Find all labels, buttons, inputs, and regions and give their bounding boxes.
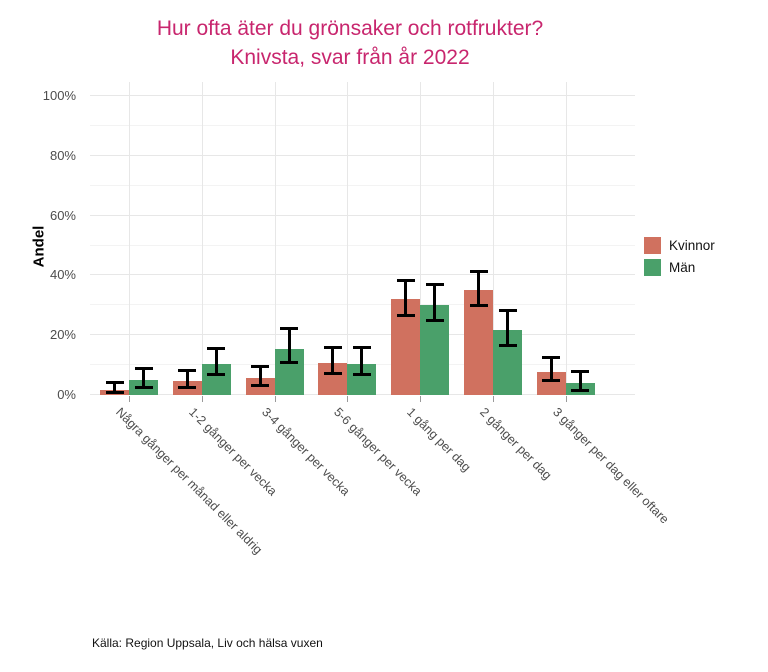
error-bar-cap bbox=[207, 346, 226, 350]
error-bar-stem bbox=[214, 348, 218, 375]
x-tick-mark bbox=[347, 396, 349, 402]
error-bar-cap bbox=[251, 365, 270, 369]
error-bar-cap bbox=[251, 383, 270, 387]
y-tick-label: 20% bbox=[49, 327, 76, 343]
error-bar-stem bbox=[404, 280, 408, 316]
x-tick-mark bbox=[274, 396, 276, 402]
bar-kvinnor-6 bbox=[536, 371, 566, 395]
error-bar-cap bbox=[207, 373, 226, 377]
error-bar-stem bbox=[360, 347, 364, 375]
gridline-major bbox=[90, 214, 635, 216]
error-bar-cap bbox=[105, 391, 124, 395]
error-bar-cap bbox=[396, 313, 415, 317]
error-bar-stem bbox=[578, 371, 582, 391]
x-tick-mark bbox=[493, 396, 494, 402]
x-tick-label: 1 gång per dag bbox=[404, 405, 474, 475]
error-bar-cap bbox=[178, 368, 197, 372]
legend-label-kvinnor: Kvinnor bbox=[669, 238, 715, 253]
legend-item-kvinnor: Kvinnor bbox=[644, 237, 715, 254]
gridline-minor bbox=[90, 304, 635, 306]
x-tick-label: 2 gånger per dag bbox=[477, 405, 555, 483]
error-bar-cap bbox=[280, 327, 299, 331]
error-bar-stem bbox=[506, 310, 509, 346]
error-bar-cap bbox=[469, 269, 488, 273]
y-tick-label: 0% bbox=[57, 387, 76, 402]
x-tick-label: 3 gånger per dag eller oftare bbox=[549, 405, 672, 527]
error-bar-cap bbox=[134, 385, 153, 389]
gridline-major bbox=[90, 154, 635, 156]
x-tick-mark bbox=[201, 396, 203, 402]
y-tick-label: 60% bbox=[49, 207, 76, 223]
error-bar-cap bbox=[134, 366, 153, 370]
x-axis: Några gånger per månad eller aldrig 1-2 g… bbox=[90, 395, 768, 645]
gridline-major bbox=[90, 334, 635, 336]
error-bar-cap bbox=[571, 369, 590, 373]
error-bar-stem bbox=[477, 271, 480, 306]
error-bar-stem bbox=[549, 357, 553, 381]
error-bar-cap bbox=[498, 343, 517, 347]
y-axis: 0% 20% 40% 60% 80% 100% bbox=[0, 82, 82, 402]
error-bar-cap bbox=[178, 386, 197, 390]
gridline-vertical bbox=[274, 82, 276, 395]
y-tick-label: 100% bbox=[42, 88, 76, 103]
legend-swatch-man bbox=[644, 259, 661, 276]
error-bar-cap bbox=[323, 346, 342, 350]
error-bar-stem bbox=[331, 347, 335, 374]
error-bar-stem bbox=[142, 368, 145, 388]
chart-title: Hur ofta äter du grönsaker och rotfrukte… bbox=[0, 14, 700, 72]
gridline-minor bbox=[90, 124, 635, 126]
error-bar-cap bbox=[498, 308, 517, 312]
gridline-vertical bbox=[201, 82, 203, 395]
error-bar-cap bbox=[542, 355, 561, 359]
error-bar-cap bbox=[425, 282, 444, 286]
gridline-vertical bbox=[493, 82, 494, 395]
chart-title-line2: Knivsta, svar från år 2022 bbox=[230, 46, 470, 69]
error-bar-cap bbox=[469, 303, 488, 307]
error-bar-cap bbox=[571, 389, 590, 393]
gridline-vertical bbox=[129, 82, 130, 395]
error-bar-cap bbox=[105, 380, 124, 384]
error-bar-cap bbox=[396, 278, 415, 282]
gridline-major bbox=[90, 95, 635, 96]
gridline-vertical bbox=[565, 82, 567, 395]
error-bar-cap bbox=[352, 345, 371, 349]
x-tick-mark bbox=[565, 396, 567, 402]
error-bar-cap bbox=[425, 318, 444, 322]
legend: Kvinnor Män bbox=[644, 237, 715, 281]
gridline-major bbox=[90, 274, 635, 276]
gridline-minor bbox=[90, 244, 635, 246]
legend-swatch-kvinnor bbox=[644, 237, 661, 254]
error-bar-stem bbox=[287, 328, 291, 363]
plot-panel bbox=[90, 82, 635, 395]
legend-item-man: Män bbox=[644, 259, 715, 276]
x-tick-mark bbox=[420, 396, 422, 402]
gridline-vertical bbox=[420, 82, 422, 395]
error-bar-stem bbox=[113, 382, 116, 393]
gridline-minor bbox=[90, 184, 635, 186]
bar-kvinnor-5 bbox=[464, 289, 493, 395]
chart-title-line1: Hur ofta äter du grönsaker och rotfrukte… bbox=[156, 17, 544, 40]
error-bar-stem bbox=[185, 370, 189, 388]
error-bar-cap bbox=[323, 371, 342, 375]
gridline-vertical bbox=[347, 82, 349, 395]
source-note: Källa: Region Uppsala, Liv och hälsa vux… bbox=[92, 636, 323, 650]
x-tick-mark bbox=[129, 396, 130, 402]
error-bar-stem bbox=[433, 284, 437, 321]
error-bar-cap bbox=[352, 373, 371, 377]
legend-label-man: Män bbox=[669, 260, 696, 275]
y-tick-label: 40% bbox=[49, 267, 76, 283]
error-bar-stem bbox=[258, 366, 262, 386]
y-tick-label: 80% bbox=[49, 147, 76, 163]
error-bar-cap bbox=[280, 361, 299, 365]
x-tick-label: Några gånger per månad eller aldrig bbox=[113, 405, 265, 557]
error-bar-cap bbox=[542, 379, 561, 383]
